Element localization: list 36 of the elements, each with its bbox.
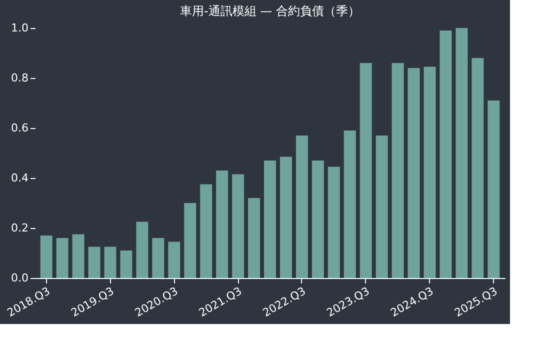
bar [408,68,420,278]
bar [104,246,116,278]
bar [72,234,84,278]
y-tick-label: 0.2 [11,222,28,234]
bar [56,238,68,278]
bar [344,130,356,278]
bar [152,238,164,278]
chart-title: 車用-通訊模組 — 合約負債（季） [180,4,360,18]
bar [40,236,52,278]
bar [376,136,388,278]
bar [88,246,100,278]
y-tick-label: 0.6 [11,122,28,134]
y-tick-label: 0.8 [11,72,28,84]
bar [136,222,148,278]
bar [440,30,452,278]
bar [264,160,276,278]
bar [472,58,484,278]
bar [392,63,404,278]
y-tick-label: 0.0 [11,272,28,284]
bar [232,174,244,278]
y-tick-label: 1.0 [11,22,28,34]
bar [328,166,340,278]
bar [168,242,180,278]
bar [456,28,468,278]
bar [280,156,292,278]
bar [120,250,132,278]
y-tick-label: 0.4 [11,172,28,184]
bar [488,100,500,278]
bar [424,66,436,278]
bar [248,198,260,278]
bar [312,160,324,278]
bar [184,203,196,278]
bar [216,170,228,278]
bar [296,136,308,278]
bar [200,184,212,278]
bar [360,63,372,278]
